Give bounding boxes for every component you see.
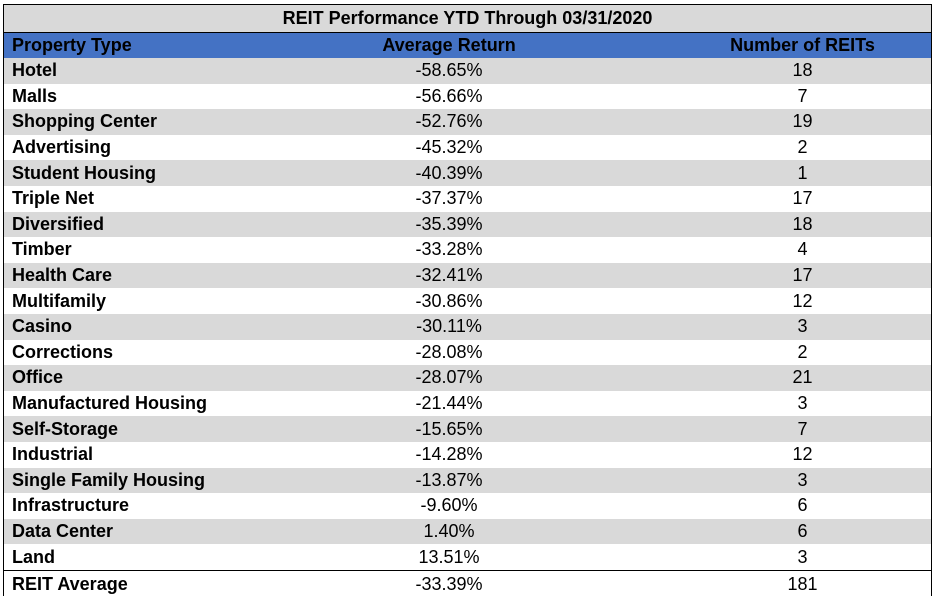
cell-number-of-reits: 3 [797, 316, 808, 337]
table-row: Casino -30.11% 3 [4, 313, 931, 340]
table-row: Self-Storage -15.65% 7 [4, 416, 931, 442]
cell-number-of-reits: 7 [797, 418, 808, 439]
cell-property-type: Office [12, 367, 64, 388]
cell-average-return: -14.28% [415, 444, 483, 465]
cell-number-of-reits: 12 [792, 444, 813, 465]
cell-number-of-reits: 6 [797, 520, 808, 541]
cell-average-return: -21.44% [415, 393, 483, 414]
cell-property-type: Shopping Center [12, 111, 157, 132]
cell-property-type: Multifamily [12, 290, 107, 311]
cell-number-of-reits: 3 [797, 546, 808, 567]
table-row: Student Housing -40.39% 1 [4, 160, 931, 186]
cell-property-type: Corrections [12, 341, 114, 362]
table-row: Shopping Center -52.76% 19 [4, 109, 931, 135]
reit-average-row: REIT Average -33.39% 181 [4, 569, 931, 598]
cell-number-of-reits: 18 [792, 213, 813, 234]
cell-average-return: -52.76% [415, 111, 483, 132]
cell-property-type: Triple Net [12, 188, 95, 209]
cell-property-type: Manufactured Housing [12, 393, 208, 414]
cell-average-return: -35.39% [415, 213, 483, 234]
table-row: Advertising -45.32% 2 [4, 135, 931, 161]
table-body: Hotel -58.65% 18 Malls -56.66% 7 Shopping Cent… [4, 58, 931, 570]
table-row: Multifamily -30.86% 12 [4, 288, 931, 314]
cell-average-return: -33.28% [415, 239, 483, 260]
cell-number-of-reits: 17 [792, 188, 813, 209]
cell-average-return: -9.60% [420, 495, 478, 516]
cell-number-of-reits: 17 [792, 265, 813, 286]
cell-property-type: Timber [12, 239, 72, 260]
cell-number-of-reits: 2 [797, 341, 808, 362]
cell-average-return: -58.65% [415, 60, 483, 81]
cell-average-return: -30.11% [416, 316, 482, 337]
table-row: Timber -33.28% 4 [4, 237, 931, 263]
cell-property-type: Single Family Housing [12, 469, 206, 490]
table-row: Data Center 1.40% 6 [4, 518, 931, 545]
cell-property-type: Industrial [12, 444, 94, 465]
cell-property-type: Self-Storage [12, 418, 119, 439]
cell-average-return: -32.41% [415, 265, 483, 286]
table-row: Health Care -32.41% 17 [4, 262, 931, 289]
summary-number-of-reits: 181 [787, 573, 818, 594]
cell-number-of-reits: 18 [792, 60, 813, 81]
table-title: REIT Performance YTD Through 03/31/2020 [4, 5, 931, 33]
cell-average-return: -28.08% [415, 341, 483, 362]
cell-average-return: -13.87% [415, 469, 483, 490]
cell-average-return: -15.65% [415, 418, 483, 439]
cell-property-type: Student Housing [12, 162, 156, 183]
summary-average-return: -33.39% [415, 573, 483, 594]
cell-property-type: Data Center [12, 520, 114, 541]
cell-number-of-reits: 19 [792, 111, 813, 132]
cell-property-type: Land [12, 546, 55, 567]
cell-number-of-reits: 6 [797, 495, 808, 516]
column-header-average-return: Average Return [382, 35, 516, 55]
column-header-number-of-reits: Number of REITs [730, 35, 875, 55]
cell-average-return: -45.32% [415, 137, 483, 158]
cell-number-of-reits: 2 [797, 137, 808, 158]
cell-average-return: -40.39% [415, 162, 483, 183]
table-row: Corrections -28.08% 2 [4, 340, 931, 366]
cell-number-of-reits: 12 [792, 290, 813, 311]
cell-number-of-reits: 7 [797, 85, 808, 106]
cell-number-of-reits: 3 [797, 469, 808, 490]
table-row: Office -28.07% 21 [4, 365, 931, 391]
cell-number-of-reits: 1 [797, 162, 808, 183]
cell-property-type: Casino [12, 316, 73, 337]
table-row: Hotel -58.65% 18 [4, 58, 931, 84]
cell-property-type: Malls [12, 85, 58, 106]
reit-performance-table: REIT Performance YTD Through 03/31/2020 … [3, 4, 932, 598]
cell-property-type: Infrastructure [12, 495, 130, 516]
cell-average-return: 1.40% [423, 520, 475, 541]
table-row: Diversified -35.39% 18 [4, 211, 931, 238]
table-row: Triple Net -37.37% 17 [4, 186, 931, 212]
cell-property-type: Health Care [12, 265, 113, 286]
cell-number-of-reits: 4 [797, 239, 808, 260]
cell-number-of-reits: 3 [797, 393, 808, 414]
table-row: Industrial -14.28% 12 [4, 442, 931, 468]
table-row: Malls -56.66% 7 [4, 84, 931, 110]
table-row: Land 13.51% 3 [4, 544, 931, 570]
summary-label: REIT Average [12, 573, 128, 594]
table-row: Infrastructure -9.60% 6 [4, 493, 931, 519]
cell-number-of-reits: 21 [792, 367, 813, 388]
cell-average-return: -56.66% [415, 85, 483, 106]
cell-average-return: 13.51% [418, 546, 480, 567]
table-header-row: Property Type Average Return Number of R… [4, 33, 931, 58]
cell-average-return: -30.86% [415, 290, 483, 311]
column-header-property-type: Property Type [12, 35, 132, 55]
cell-average-return: -28.07% [415, 367, 483, 388]
cell-property-type: Hotel [12, 60, 57, 81]
table-row: Manufactured Housing -21.44% 3 [4, 391, 931, 417]
cell-property-type: Advertising [12, 137, 112, 158]
table-row: Single Family Housing -13.87% 3 [4, 467, 931, 494]
cell-property-type: Diversified [12, 213, 105, 234]
cell-average-return: -37.37% [415, 188, 483, 209]
